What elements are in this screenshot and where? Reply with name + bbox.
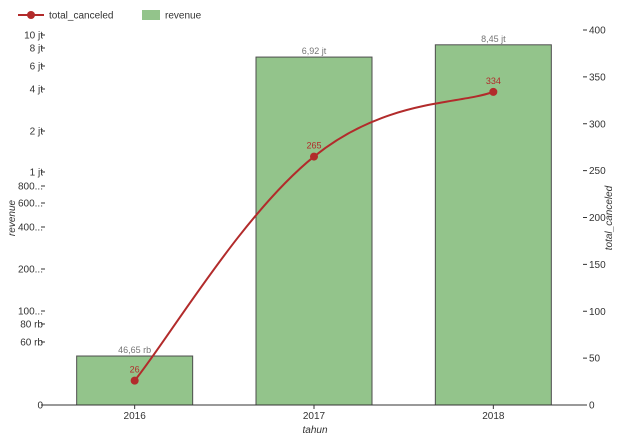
total-canceled-point-label: 334	[486, 76, 501, 86]
y-tick-label: 6 jt	[30, 62, 44, 73]
y2-tick-label: 0	[589, 401, 595, 412]
y-tick-label: 4 jt	[30, 85, 44, 96]
x-axis-title: tahun	[302, 425, 327, 436]
y2-axis-title: total_canceled	[604, 185, 615, 250]
y-tick-label: 800...	[18, 182, 43, 193]
y2-tick-label: 250	[589, 166, 606, 177]
y2-tick-label: 100	[589, 307, 606, 318]
y-tick-label: 100...	[18, 307, 43, 318]
y-tick-label: 200...	[18, 265, 43, 276]
revenue-bar-label: 6,92 jt	[302, 46, 327, 56]
line-series	[130, 87, 498, 385]
y-tick-label: 400...	[18, 223, 43, 234]
total-canceled-line	[133, 90, 494, 382]
y-tick-label: 1 jt	[30, 168, 44, 179]
x-tick-label: 2016	[124, 411, 147, 422]
legend-label-total-canceled: total_canceled	[49, 11, 114, 22]
y2-tick-label: 200	[589, 213, 606, 224]
y-tick-label: 8 jt	[30, 44, 44, 55]
axes: 0 60 rb 80 rb 100... 200... 400... 600... 800..…	[18, 26, 606, 423]
revenue-bar-label: 46,65 rb	[118, 345, 151, 355]
y-tick-label: 80 rb	[20, 320, 43, 331]
total-canceled-point	[489, 87, 498, 96]
y-tick-label: 2 jt	[30, 127, 44, 138]
revenue-bar	[434, 44, 552, 406]
legend-bar-swatch	[142, 10, 160, 20]
legend-line-marker	[27, 11, 35, 19]
y-tick-label: 10 jt	[24, 31, 43, 42]
x-tick-label: 2018	[482, 411, 505, 422]
total-canceled-point	[130, 376, 139, 385]
y2-tick-label: 400	[589, 26, 606, 37]
revenue-bar-label: 8,45 jt	[481, 34, 506, 44]
y2-tick-label: 150	[589, 260, 606, 271]
y-tick-label: 0	[37, 401, 43, 412]
y-axis-title: revenue	[7, 199, 18, 236]
bar-series	[76, 44, 552, 406]
total-canceled-point-label: 265	[306, 141, 321, 151]
legend: total_canceled revenue	[18, 10, 202, 22]
x-tick-label: 2017	[303, 411, 326, 422]
revenue-bar	[255, 56, 373, 406]
y-tick-label: 60 rb	[20, 338, 43, 349]
y2-tick-label: 50	[589, 354, 601, 365]
y-tick-label: 600...	[18, 199, 43, 210]
data-labels: 46,65 rb 6,92 jt 8,45 jt 26 265 334	[118, 34, 506, 375]
legend-label-revenue: revenue	[165, 11, 202, 22]
total-canceled-point-label: 26	[130, 365, 140, 375]
y2-tick-label: 300	[589, 119, 606, 130]
y2-tick-label: 350	[589, 72, 606, 83]
total-canceled-point	[310, 152, 318, 161]
